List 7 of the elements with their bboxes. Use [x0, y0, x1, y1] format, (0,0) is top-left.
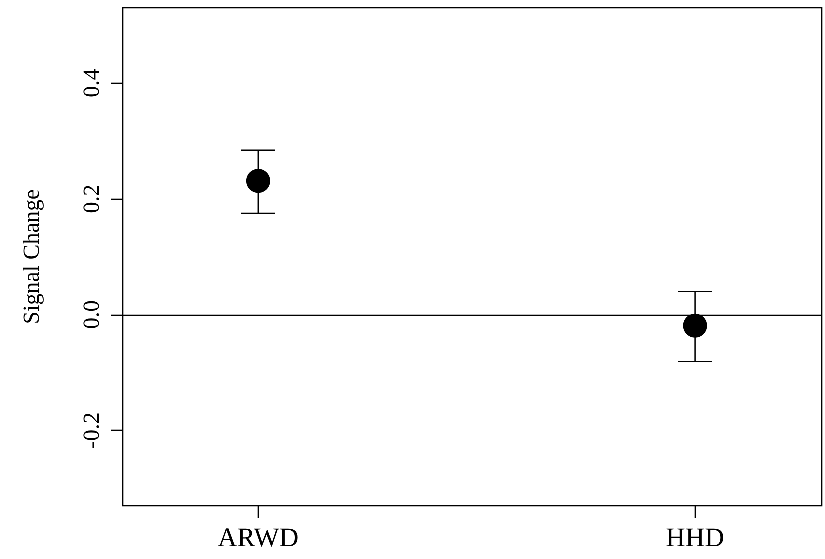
- y-tick-label: 0.2: [79, 184, 104, 214]
- y-tick-label: 0.0: [79, 300, 104, 330]
- x-tick-label: HHD: [666, 522, 725, 552]
- y-tick-label: -0.2: [79, 412, 104, 449]
- y-axis-title: Signal Change: [19, 190, 44, 324]
- x-tick-label: ARWD: [218, 522, 299, 552]
- y-tick-label: 0.4: [79, 68, 104, 98]
